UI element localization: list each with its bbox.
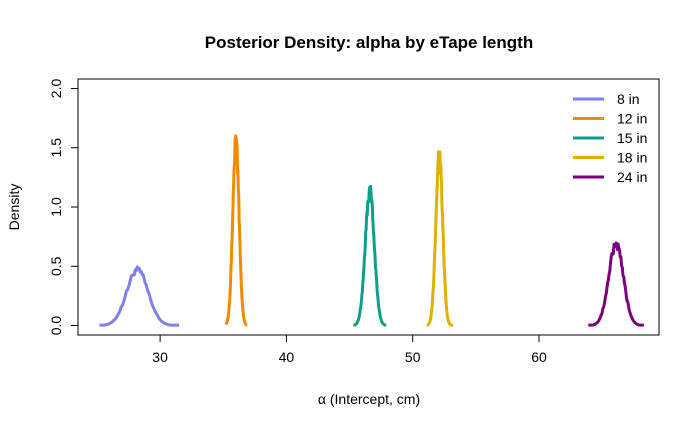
y-axis-label: Density bbox=[6, 184, 22, 231]
x-axis-label: α (Intercept, cm) bbox=[318, 391, 420, 407]
series-line-12-in bbox=[224, 134, 249, 327]
x-tick-label: 60 bbox=[531, 349, 547, 365]
y-tick-label: 2.0 bbox=[48, 79, 64, 99]
y-tick-label: 0.5 bbox=[48, 256, 64, 276]
series-line-15-in bbox=[352, 185, 388, 327]
x-tick-label: 40 bbox=[279, 349, 295, 365]
series-group bbox=[98, 134, 645, 327]
y-axis: 0.0 0.5 1.0 1.5 2.0 bbox=[48, 79, 79, 336]
y-tick-label: 1.5 bbox=[48, 138, 64, 158]
series-line-18-in bbox=[425, 150, 455, 327]
series-line-24-in bbox=[587, 241, 645, 327]
legend: 8 in 12 in 15 in 18 in 24 in bbox=[573, 91, 647, 185]
x-tick-label: 30 bbox=[152, 349, 168, 365]
y-tick-label: 0.0 bbox=[48, 316, 64, 336]
legend-label: 15 in bbox=[617, 130, 647, 146]
x-tick-label: 50 bbox=[405, 349, 421, 365]
legend-label: 12 in bbox=[617, 111, 647, 127]
series-line-8-in bbox=[98, 265, 180, 327]
legend-label: 18 in bbox=[617, 150, 647, 166]
legend-label: 8 in bbox=[617, 91, 640, 107]
chart-title: Posterior Density: alpha by eTape length bbox=[205, 33, 533, 52]
x-axis: 30 40 50 60 bbox=[152, 334, 547, 365]
legend-label: 24 in bbox=[617, 169, 647, 185]
y-tick-label: 1.0 bbox=[48, 197, 64, 217]
